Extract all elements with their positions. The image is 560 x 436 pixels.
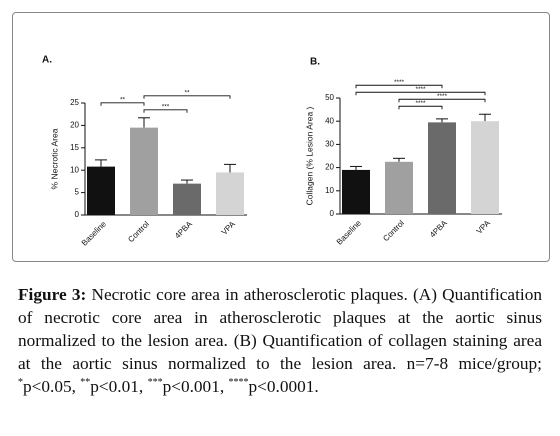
- y-axis-label: % Necrotic Area: [49, 128, 59, 189]
- y-tick-label: 20: [70, 121, 79, 130]
- x-tick-label: Baseline: [80, 219, 108, 247]
- y-tick-label: 25: [70, 98, 79, 107]
- y-tick-label: 15: [70, 143, 79, 152]
- significance-label: ****: [415, 100, 426, 107]
- y-tick-label: 20: [325, 163, 334, 172]
- x-tick-label: 4PBA: [173, 219, 194, 240]
- caption: Figure 3: Necrotic core area in atherosc…: [18, 283, 542, 398]
- significance-bracket: [355, 84, 443, 89]
- y-tick-label: 50: [325, 93, 334, 102]
- significance-label: **: [120, 97, 126, 104]
- charts: A. % Necrotic Area 0 5 10 15 20 25 Baseline Contr…: [42, 55, 502, 248]
- significance-label: ****: [394, 79, 405, 86]
- y-tick-label: 40: [325, 116, 334, 125]
- caption-label: Figure 3:: [18, 285, 87, 304]
- significance-label: ****: [415, 86, 426, 93]
- bar: [428, 122, 456, 214]
- significance-bracket: [398, 98, 486, 103]
- significance-bracket: [100, 102, 145, 106]
- bar: [216, 172, 244, 215]
- x-tick-label: 4PBA: [428, 218, 449, 239]
- bar: [173, 183, 201, 215]
- caption-text: Necrotic core area in atherosclerotic pl…: [18, 285, 542, 373]
- bar: [385, 161, 413, 214]
- x-tick-label: VPA: [220, 219, 238, 237]
- y-tick-label: 5: [75, 188, 80, 197]
- significance-label: ***: [162, 104, 170, 111]
- significance-bracket: [143, 95, 231, 99]
- x-tick-label: VPA: [475, 218, 493, 236]
- bar: [342, 169, 370, 214]
- significance-text: p<0.01,: [90, 377, 144, 396]
- significance-text: p<0.0001.: [248, 377, 319, 396]
- x-tick-label: Control: [126, 219, 151, 244]
- x-tick-label: Baseline: [335, 218, 363, 246]
- y-tick-label: 30: [325, 140, 334, 149]
- significance-bracket: [355, 91, 486, 96]
- significance-bracket: [398, 105, 443, 110]
- significance-text: p<0.001,: [162, 377, 225, 396]
- bar: [471, 121, 499, 214]
- panel-label: B.: [310, 57, 320, 68]
- y-tick-label: 10: [70, 165, 79, 174]
- significance-label: ****: [437, 93, 448, 100]
- y-tick-label: 10: [325, 186, 334, 195]
- y-tick-label: 0: [75, 210, 80, 219]
- significance-stars: **: [80, 377, 91, 389]
- y-axis-label: Collagen (% Lesion Area ): [304, 106, 314, 205]
- significance-stars: *: [18, 377, 23, 389]
- significance-text: p<0.05,: [23, 377, 76, 396]
- significance-stars: ****: [228, 377, 249, 389]
- y-tick-label: 0: [330, 209, 335, 218]
- significance-bracket: [143, 109, 188, 113]
- bar: [87, 166, 115, 215]
- significance-stars: ***: [147, 377, 163, 389]
- figure-frame: [12, 12, 550, 262]
- significance-label: **: [184, 90, 190, 97]
- panel-label: A.: [42, 55, 52, 66]
- bar: [130, 127, 158, 215]
- x-tick-label: Control: [381, 218, 406, 243]
